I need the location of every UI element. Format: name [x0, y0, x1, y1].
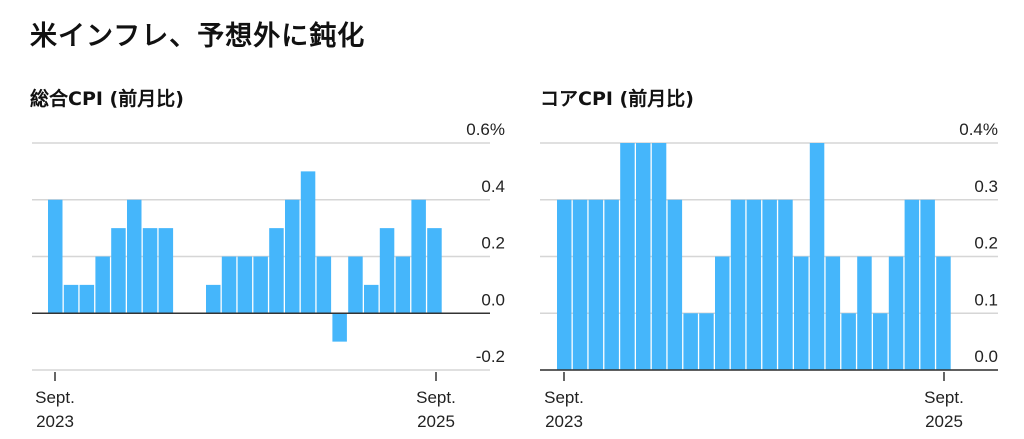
x-tick-label-year: 2025 — [417, 412, 455, 431]
bar — [285, 199, 300, 314]
bar — [395, 256, 411, 314]
x-tick-label-year: 2023 — [36, 412, 74, 431]
chart-title-core-cpi: コアCPI (前月比) — [540, 88, 694, 110]
bar — [300, 171, 316, 314]
bar — [95, 256, 110, 314]
bar — [158, 228, 174, 314]
y-tick-label: 0.0 — [481, 290, 505, 309]
bar — [48, 199, 63, 314]
bar — [111, 228, 126, 314]
x-tick-label-month: Sept. — [35, 388, 75, 407]
bar — [221, 256, 237, 314]
bar — [427, 228, 442, 314]
x-tick-label-month: Sept. — [416, 388, 456, 407]
page-title: 米インフレ、予想外に鈍化 — [30, 21, 366, 52]
bar — [142, 228, 158, 314]
bar — [348, 256, 363, 314]
y-tick-label: -0.2 — [476, 347, 505, 366]
bar — [79, 284, 95, 314]
bar — [63, 284, 79, 314]
chart-title-headline-cpi: 総合CPI (前月比) — [30, 88, 184, 110]
bar — [127, 199, 142, 314]
bar — [364, 284, 379, 314]
bar — [316, 256, 332, 314]
bar — [411, 199, 426, 314]
bar — [379, 228, 395, 314]
bar — [206, 284, 221, 314]
y-tick-label: 0.4 — [481, 177, 505, 196]
y-tick-label: 0.2 — [481, 234, 505, 253]
y-tick-label: 0.6% — [466, 120, 505, 139]
bar — [332, 313, 347, 342]
bar — [253, 256, 268, 314]
bar — [269, 228, 284, 314]
bar — [237, 256, 253, 314]
